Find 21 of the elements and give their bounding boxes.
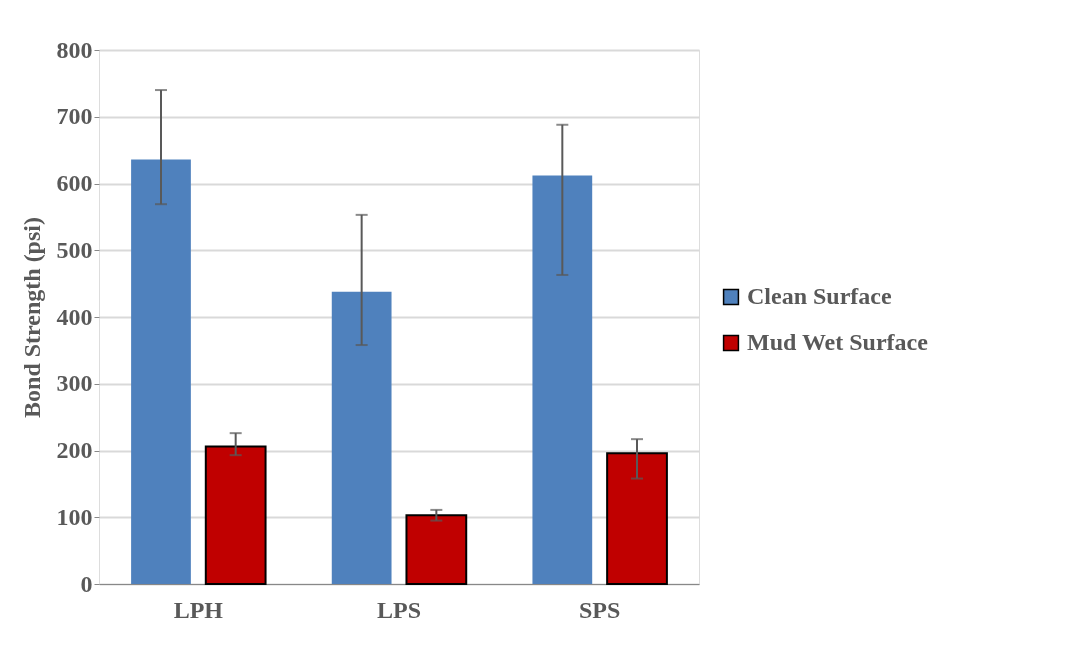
x-tick-label: LPS: [376, 596, 422, 623]
bar: [405, 514, 468, 585]
x-tick-label: SPS: [578, 596, 621, 623]
bar: [204, 445, 267, 585]
bar: [606, 452, 668, 585]
y-tick-label: 600: [56, 170, 93, 196]
bar: [331, 291, 392, 584]
y-tick-label: 800: [56, 36, 93, 63]
y-tick-label: 0: [80, 570, 93, 597]
legend-label: Mud Wet Surface: [747, 329, 929, 355]
x-tick-label: LPH: [173, 596, 224, 623]
y-tick-label: 700: [56, 103, 93, 130]
y-tick-label: 200: [56, 437, 93, 463]
y-tick-label: 500: [56, 236, 93, 263]
bar: [532, 175, 593, 584]
y-tick-label: 100: [56, 503, 93, 530]
y-tick-label: 400: [56, 303, 93, 330]
y-axis-title: Bond Strength (psi): [18, 217, 45, 418]
legend-label: Clean Surface: [747, 283, 892, 309]
y-tick-label: 300: [56, 370, 93, 397]
bar: [131, 159, 191, 584]
